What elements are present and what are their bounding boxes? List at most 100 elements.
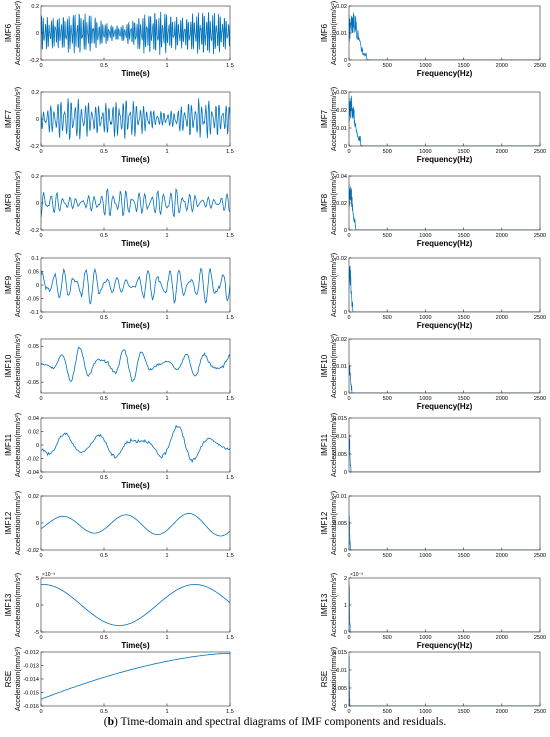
- y-axis-label: Acceleration(mm/s²): [329, 334, 338, 398]
- y-tick-label: 0.01: [336, 126, 347, 132]
- series-line: [41, 584, 230, 626]
- series-line: [41, 268, 230, 305]
- axes-box: [348, 257, 541, 313]
- series-line: [349, 515, 540, 550]
- x-tick-label: 1.5: [226, 709, 234, 715]
- y-axis-label: Acceleration(mm/s²): [13, 253, 22, 317]
- y-tick-label: -0.05: [26, 380, 39, 386]
- y-tick-label: -0.02: [26, 457, 39, 463]
- x-tick-label: 500: [383, 63, 392, 69]
- y-tick-label: 0: [36, 283, 39, 289]
- x-tick-label: 2000: [496, 396, 508, 402]
- axes-box: [40, 651, 231, 707]
- series-line: [349, 184, 540, 230]
- subplot-imf12-frequency: 0 500 1000 1500 2000 2500 0.01 0.005 0 Accelerati…: [320, 491, 546, 559]
- x-tick-label: 0: [347, 635, 350, 641]
- y-tick-label: 0.02: [28, 430, 39, 436]
- x-tick-label: 0.5: [100, 396, 108, 402]
- axes-box: [348, 417, 541, 473]
- axes-box: [348, 577, 541, 633]
- axes-box: [348, 651, 541, 707]
- component-label: IMF12: [4, 511, 13, 534]
- x-tick-label: 2500: [534, 233, 546, 239]
- component-label: IMF9: [4, 275, 13, 294]
- subplot-imf6-time: 0 0.5 1 1.50.20-0.2Time(s)Acceleration(mm/s…: [4, 1, 234, 78]
- x-tick-label: 1.5: [226, 149, 234, 155]
- x-tick-label: 1000: [419, 396, 431, 402]
- subplot-imf7-time: 0 0.5 1 1.50.20-0.2Time(s)Acceleration(mm/s…: [4, 87, 234, 164]
- y-tick-label: 5: [36, 576, 39, 582]
- y-tick-label: 0.02: [336, 4, 347, 10]
- x-axis-label: Time(s): [121, 715, 150, 716]
- x-axis-label: Frequency(Hz): [417, 402, 473, 411]
- axes-box: [40, 175, 231, 231]
- y-tick-label: 0: [344, 548, 347, 554]
- subplot-imf9-frequency: 0 500 1000 1500 2000 2500 0.02 0 Frequency(Hz) Ac…: [320, 253, 546, 330]
- y-tick-label: 0: [344, 391, 347, 397]
- axes-box: [348, 495, 541, 551]
- x-tick-label: 0.5: [100, 149, 108, 155]
- x-tick-label: 500: [383, 396, 392, 402]
- series-line: [349, 583, 540, 632]
- x-tick-label: 1.5: [226, 553, 234, 559]
- x-tick-label: 1.5: [226, 475, 234, 481]
- x-axis-label: Time(s): [121, 239, 150, 248]
- y-axis-label: Acceleration(mm/s²): [13, 334, 22, 398]
- y-axis-label: Acceleration(mm/s²): [13, 87, 22, 151]
- x-tick-label: 2000: [496, 149, 508, 155]
- x-axis-label: Frequency(Hz): [417, 321, 473, 330]
- x-tick-label: 0: [347, 63, 350, 69]
- x-tick-label: 2000: [496, 63, 508, 69]
- x-tick-label: 1000: [419, 635, 431, 641]
- component-label: RSE: [4, 671, 13, 687]
- subplot-rse-time: 0 0.5 1 1.5 -0.012 -0.013 -0.014 -0.015 -0.016 Ti…: [4, 647, 234, 716]
- x-tick-label: 2000: [496, 709, 508, 715]
- y-tick-label: -0.015: [23, 691, 39, 697]
- x-tick-label: 1: [165, 315, 168, 321]
- y-tick-label: 0.005: [333, 686, 347, 692]
- x-tick-label: 0: [39, 233, 42, 239]
- y-tick-label: 0: [344, 144, 347, 150]
- x-tick-label: 0.5: [100, 233, 108, 239]
- y-tick-label: -0.04: [26, 470, 39, 476]
- y-tick-label: 0.005: [333, 521, 347, 527]
- y-axis-label: Acceleration(mm/s²): [329, 491, 338, 555]
- series-line: [349, 12, 540, 60]
- component-label: IMF8: [320, 193, 329, 212]
- x-tick-label: 1: [165, 553, 168, 559]
- y-tick-label: 0: [344, 310, 347, 316]
- component-label: IMF9: [320, 275, 329, 294]
- x-tick-label: 1: [165, 149, 168, 155]
- x-tick-label: 0.5: [100, 475, 108, 481]
- component-label: IMF6: [4, 23, 13, 42]
- x-tick-label: 0: [347, 553, 350, 559]
- y-tick-label: 0: [36, 201, 39, 207]
- x-tick-label: 500: [383, 149, 392, 155]
- component-label: IMF11: [320, 433, 329, 456]
- y-tick-label: 0.04: [336, 174, 347, 180]
- x-tick-label: 1: [165, 635, 168, 641]
- y-axis-label: Acceleration(mm/s²): [13, 1, 22, 65]
- y-tick-label: 0.015: [333, 650, 347, 656]
- x-tick-label: 0: [347, 315, 350, 321]
- y-tick-label: 0.02: [28, 494, 39, 500]
- y-tick-label: 0.01: [336, 31, 347, 37]
- y-axis-label: Acceleration(mm/s²): [329, 573, 338, 637]
- y-tick-label: 0.2: [31, 174, 39, 180]
- subplot-imf6-frequency: 0 500 1000 1500 2000 2500 0.02 0.01 0 Frequency(H…: [320, 1, 546, 78]
- x-tick-label: 2000: [496, 315, 508, 321]
- y-tick-label: 0.02: [336, 337, 347, 343]
- component-label: IMF7: [320, 109, 329, 128]
- y-axis-label: Acceleration(mm/s²): [329, 171, 338, 235]
- series-line: [41, 653, 230, 700]
- y-axis-label: Acceleration(mm/s²): [13, 491, 22, 555]
- x-tick-label: 500: [383, 709, 392, 715]
- x-tick-label: 1000: [419, 553, 431, 559]
- x-axis-label: Frequency(Hz): [417, 641, 473, 650]
- subplot-imf10-frequency: 0 500 1000 1500 2000 2500 0.02 0.01 0 Frequency(H…: [320, 334, 546, 411]
- component-label: RSE: [320, 671, 329, 687]
- y-axis-label: Acceleration(mm/s²): [13, 573, 22, 637]
- x-tick-label: 0.5: [100, 315, 108, 321]
- x-tick-label: 0: [39, 315, 42, 321]
- x-tick-label: 1500: [457, 149, 469, 155]
